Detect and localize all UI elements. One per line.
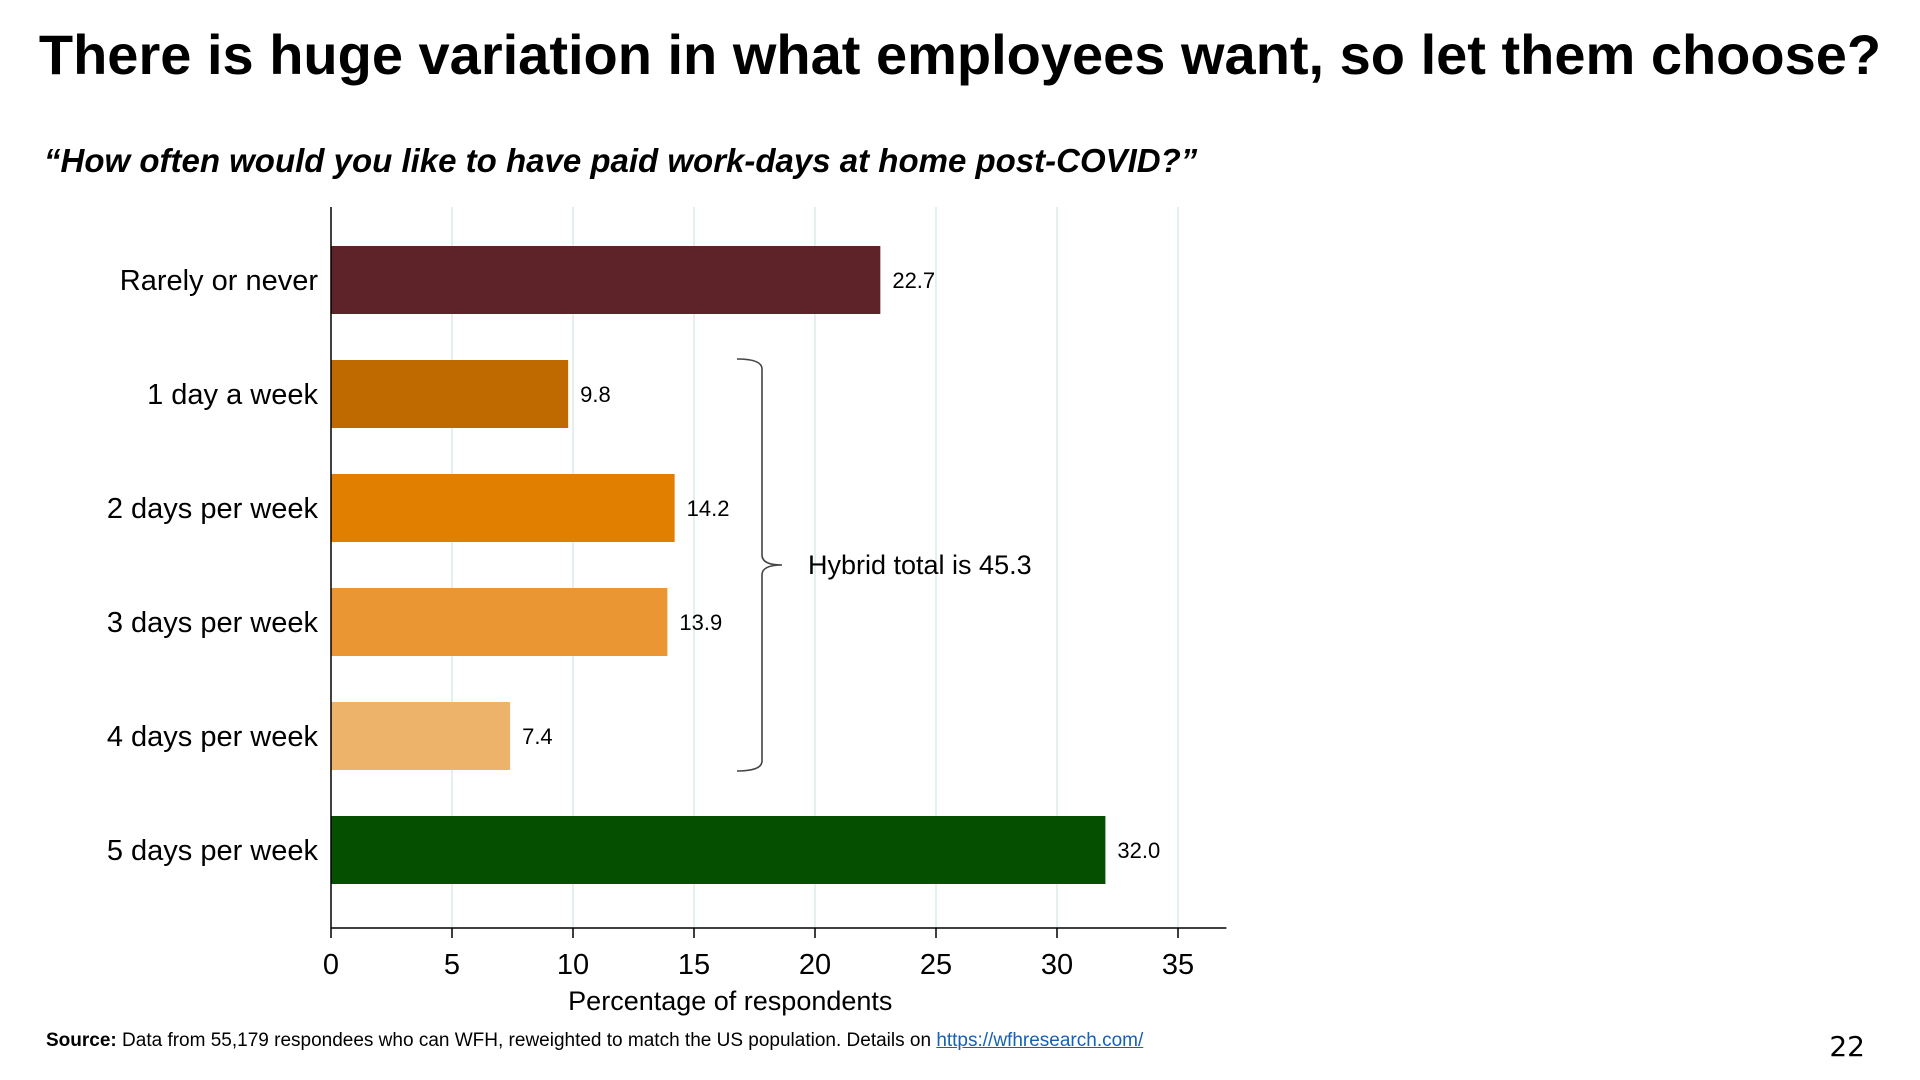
chart-question-subtitle: “How often would you like to have paid w… — [44, 142, 1198, 179]
bars — [331, 246, 1106, 884]
value-label: 32.0 — [1117, 838, 1160, 863]
hybrid-annotation: Hybrid total is 45.3 — [736, 358, 1032, 772]
bar — [331, 702, 511, 770]
category-label: 3 days per week — [107, 607, 319, 639]
x-tick-label: 5 — [444, 949, 460, 981]
source-link[interactable]: https://wfhresearch.com/ — [936, 1030, 1144, 1051]
category-label: Rarely or never — [120, 265, 319, 297]
x-tick-label: 0 — [323, 949, 339, 981]
x-tick-label: 25 — [920, 949, 952, 981]
x-tick-label: 15 — [678, 949, 710, 981]
bar — [331, 588, 668, 656]
category-label: 5 days per week — [107, 835, 319, 867]
category-label: 1 day a week — [147, 379, 318, 411]
labels: 0 5 10 15 20 25 30 35 Rarely or never 22.7 1 day a… — [107, 265, 1194, 1016]
bar — [331, 360, 569, 428]
axes — [330, 207, 1227, 938]
bar-chart: 0 5 10 15 20 25 30 35 Rarely or never 22.7 1 day a… — [107, 207, 1227, 1016]
source-footer: Source: Data from 55,179 respondees who … — [46, 1030, 1143, 1052]
value-label: 22.7 — [892, 268, 935, 293]
x-tick-label: 20 — [799, 949, 831, 981]
hybrid-bracket — [736, 358, 783, 772]
grid-lines — [451, 207, 1179, 928]
value-label: 13.9 — [679, 610, 722, 635]
bar — [331, 474, 675, 542]
x-tick-label: 30 — [1041, 949, 1073, 981]
hybrid-total-label: Hybrid total is 45.3 — [808, 550, 1032, 580]
category-label: 2 days per week — [107, 493, 319, 525]
bar — [331, 816, 1106, 884]
source-text: Data from 55,179 respondees who can WFH,… — [116, 1030, 937, 1051]
value-label: 14.2 — [687, 496, 730, 521]
bar — [331, 246, 881, 314]
slide-title: There is huge variation in what employee… — [38, 23, 1882, 86]
value-label: 9.8 — [580, 382, 611, 407]
value-label: 7.4 — [522, 724, 553, 749]
x-axis-title: Percentage of respondents — [568, 986, 892, 1016]
category-label: 4 days per week — [107, 721, 319, 753]
page-number: 22 — [1829, 1030, 1865, 1063]
x-tick-label: 35 — [1162, 949, 1194, 981]
x-tick-label: 10 — [557, 949, 589, 981]
source-label: Source: — [46, 1030, 117, 1051]
